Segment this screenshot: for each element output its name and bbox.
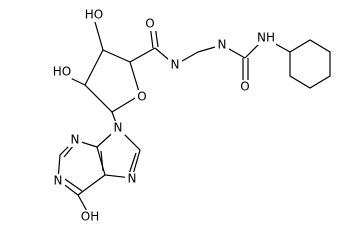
atom-label: O: [137, 90, 146, 104]
atom-label: N: [71, 133, 80, 147]
molecule-diagram: HO HO O O N N NH O N N N N OH: [51, 8, 331, 224]
atom-label: O: [240, 80, 249, 94]
atom-label: OH: [81, 210, 99, 224]
atom-label: N: [171, 58, 180, 72]
atom-label: O: [145, 17, 154, 31]
atom-label: N: [114, 121, 123, 135]
atom-label: N: [54, 174, 63, 188]
atom-label: N: [218, 38, 227, 52]
atom-label: HO: [85, 8, 103, 22]
atom-label: NH: [257, 31, 275, 45]
atom-label: N: [128, 172, 137, 186]
atom-labels: HO HO O O N N NH O N N N N OH: [51, 8, 276, 224]
bonds: [57, 21, 331, 214]
atom-label: HO: [53, 65, 71, 79]
